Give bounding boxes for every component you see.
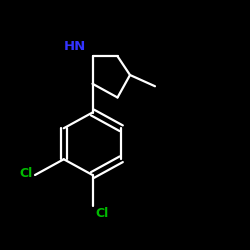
Text: HN: HN [64,40,86,52]
Text: Cl: Cl [19,167,32,180]
Text: Cl: Cl [95,207,108,220]
